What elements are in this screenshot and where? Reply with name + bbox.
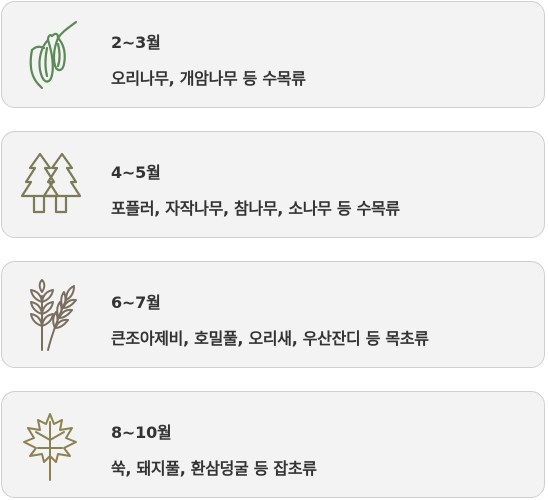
pollen-plants: 쑥, 돼지풀, 환삼덩굴 등 잡초류 bbox=[111, 459, 317, 478]
pollen-season-card-autumn: 8~10월 쑥, 돼지풀, 환삼덩굴 등 잡초류 bbox=[1, 391, 545, 498]
catkin-icon bbox=[18, 18, 82, 94]
leaf-icon bbox=[18, 408, 82, 484]
pollen-period: 2~3월 bbox=[111, 33, 161, 52]
pollen-season-card-spring-early: 2~3월 오리나무, 개암나무 등 수목류 bbox=[1, 1, 545, 108]
pollen-plants: 포플러, 자작나무, 참나무, 소나무 등 수목류 bbox=[111, 199, 400, 218]
pollen-period: 4~5월 bbox=[111, 163, 161, 182]
wheat-icon bbox=[18, 278, 82, 354]
pollen-season-card-spring-late: 4~5월 포플러, 자작나무, 참나무, 소나무 등 수목류 bbox=[1, 131, 545, 238]
pollen-period: 8~10월 bbox=[111, 423, 172, 442]
pollen-season-card-summer: 6~7월 큰조아제비, 호밀풀, 오리새, 우산잔디 등 목초류 bbox=[1, 261, 545, 368]
pollen-plants: 오리나무, 개암나무 등 수목류 bbox=[111, 69, 306, 88]
pollen-plants: 큰조아제비, 호밀풀, 오리새, 우산잔디 등 목초류 bbox=[111, 329, 429, 348]
pollen-period: 6~7월 bbox=[111, 293, 161, 312]
pine-trees-icon bbox=[18, 148, 82, 224]
